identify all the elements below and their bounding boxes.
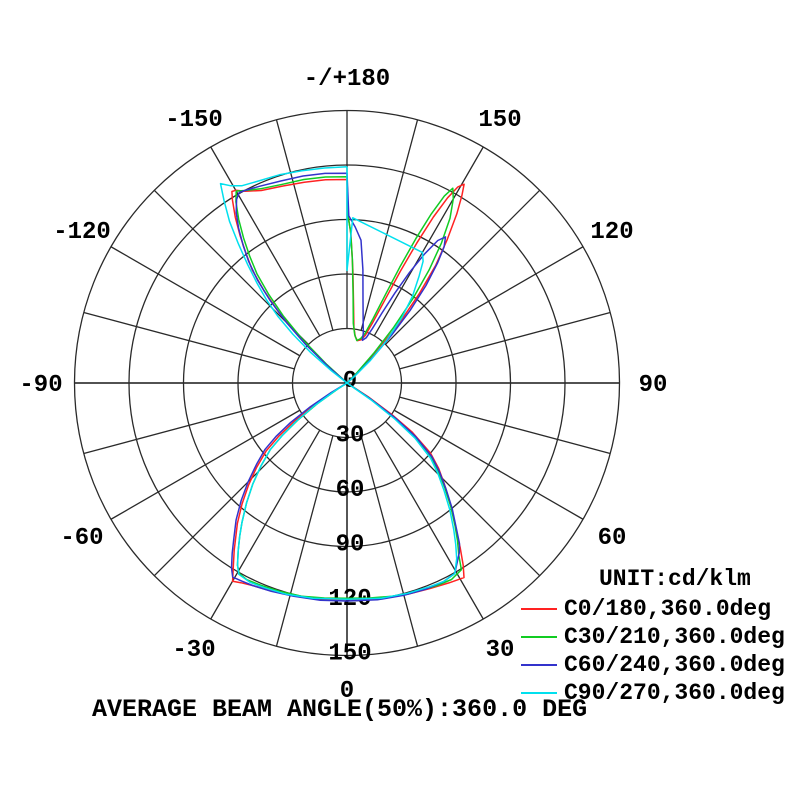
angle-label-60: 60 xyxy=(598,525,627,552)
grid-spoke-315 xyxy=(153,421,309,577)
average-beam-angle-caption: AVERAGE BEAM ANGLE(50%):360.0 DEG xyxy=(92,695,588,724)
legend-label-c30-210: C30/210,360.0deg xyxy=(564,624,785,650)
legend-item-c60-240: C60/240,360.0deg xyxy=(521,652,785,678)
legend-item-c90-270: C90/270,360.0deg xyxy=(521,680,785,706)
angle-label--30: -30 xyxy=(172,637,215,664)
grid-spoke-255 xyxy=(83,311,295,370)
grid-spoke-285 xyxy=(83,396,295,455)
grid-spoke-210 xyxy=(210,146,321,337)
grid-spoke-240 xyxy=(110,246,301,357)
grid-spoke-30 xyxy=(373,429,484,620)
grid-spoke-45 xyxy=(385,421,541,577)
radial-tick-label-150: 150 xyxy=(328,641,371,668)
grid-spoke-120 xyxy=(393,246,584,357)
legend-item-c30-210: C30/210,360.0deg xyxy=(521,624,785,650)
radial-tick-label-60: 60 xyxy=(336,477,365,504)
legend-label-c0-180: C0/180,360.0deg xyxy=(564,596,772,622)
angle-label--60: -60 xyxy=(60,525,103,552)
angle-label-150: 150 xyxy=(478,107,521,134)
legend-unit-label: UNIT:cd/klm xyxy=(599,566,751,592)
grid-spoke-60 xyxy=(393,409,584,520)
grid-spoke-225 xyxy=(153,189,309,345)
grid-spoke-195 xyxy=(275,119,334,331)
angle-label--150: -150 xyxy=(165,107,223,134)
grid-spoke-105 xyxy=(399,311,611,370)
legend-label-c90-270: C90/270,360.0deg xyxy=(564,680,785,706)
angle-label--120: -120 xyxy=(53,219,111,246)
legend-label-c60-240: C60/240,360.0deg xyxy=(564,652,785,678)
angle-label-180: -/+180 xyxy=(304,66,390,93)
grid-spoke-15 xyxy=(360,435,419,647)
grid-spoke-330 xyxy=(210,429,321,620)
legend-swatch-c30-210 xyxy=(521,636,557,638)
legend-swatch-c60-240 xyxy=(521,664,557,666)
grid-spoke-345 xyxy=(275,435,334,647)
radial-tick-label-90: 90 xyxy=(336,532,365,559)
legend-item-c0-180: C0/180,360.0deg xyxy=(521,596,772,622)
radial-tick-label-30: 30 xyxy=(336,423,365,450)
grid-spoke-135 xyxy=(385,189,541,345)
angle-label-120: 120 xyxy=(590,219,633,246)
curve-C60-240 xyxy=(230,172,461,602)
curve-C90-270 xyxy=(219,166,458,600)
grid-spoke-75 xyxy=(399,396,611,455)
legend-swatch-c90-270 xyxy=(521,692,557,694)
grid-spoke-165 xyxy=(360,119,419,331)
angle-label-30: 30 xyxy=(486,637,515,664)
angle-label--90: -90 xyxy=(19,372,62,399)
angle-label-0: 0 xyxy=(340,678,354,705)
angle-label-90: 90 xyxy=(639,372,668,399)
legend-swatch-c0-180 xyxy=(521,608,557,610)
grid-spoke-300 xyxy=(110,409,301,520)
grid-spoke-150 xyxy=(373,146,484,337)
